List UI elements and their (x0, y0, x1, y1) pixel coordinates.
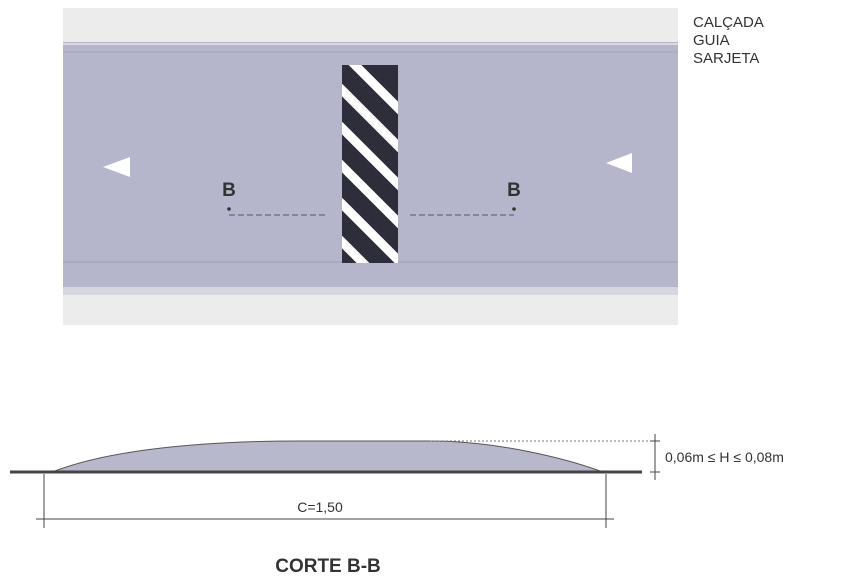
sidewalk-bottom (63, 295, 678, 325)
plan-view: B B (63, 8, 678, 325)
label-sarjeta: SARJETA (693, 50, 759, 67)
curb-bottom (63, 287, 678, 295)
hump-profile (54, 440, 601, 472)
label-calcada: CALÇADA (693, 14, 764, 31)
height-label: 0,06m ≤ H ≤ 0,08m (665, 449, 784, 465)
length-label: C=1,50 (297, 499, 343, 515)
label-guia: GUIA (693, 32, 730, 49)
section-point-right (512, 207, 516, 211)
section-point-left (227, 207, 231, 211)
direction-arrow-right-icon (606, 153, 632, 173)
hump-marking (342, 65, 398, 263)
direction-arrow-left-icon (103, 157, 130, 177)
section-view: 0,06m ≤ H ≤ 0,08m C=1,50 (10, 434, 784, 528)
sidewalk-top (63, 8, 678, 42)
section-title: CORTE B-B (275, 556, 381, 577)
section-marker-left: B (222, 180, 236, 201)
section-marker-right: B (507, 180, 521, 201)
